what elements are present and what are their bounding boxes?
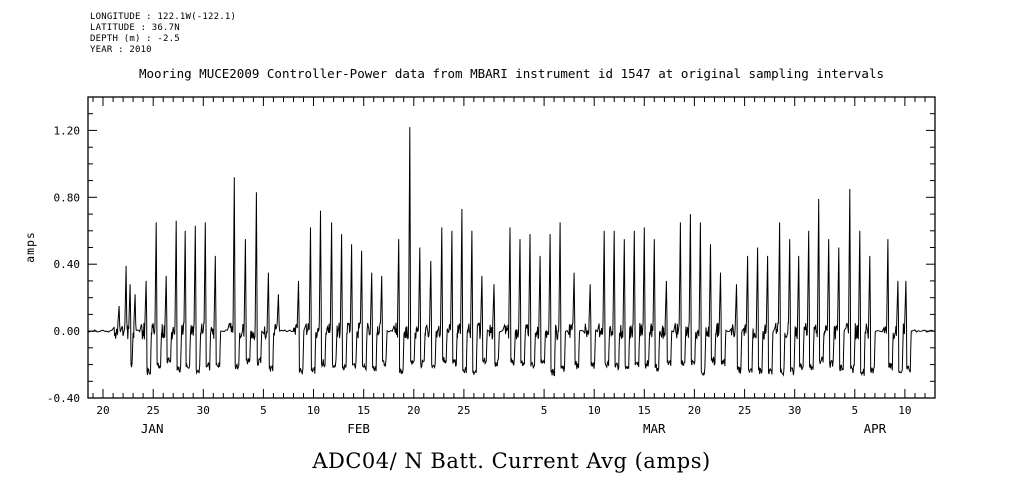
month-label: APR xyxy=(864,421,887,436)
x-tick-label: 10 xyxy=(898,404,911,417)
metadata-block: LONGITUDE : 122.1W(-122.1) LATITUDE : 36… xyxy=(90,12,236,56)
x-tick-label: 25 xyxy=(457,404,470,417)
x-tick-label: 15 xyxy=(638,404,651,417)
meta-line-longitude: LONGITUDE : 122.1W(-122.1) xyxy=(90,12,237,22)
meta-line-latitude: LATITUDE : 36.7N xyxy=(90,23,180,33)
x-tick-label: 30 xyxy=(197,404,210,417)
x-tick-label: 20 xyxy=(688,404,701,417)
plot-frame xyxy=(87,96,936,399)
plot-subtitle: ADC04/ N Batt. Current Avg (amps) xyxy=(312,449,711,473)
meta-line-year: YEAR : 2010 xyxy=(90,45,152,55)
y-tick-label: 0.80 xyxy=(54,191,81,204)
x-tick-label: 25 xyxy=(738,404,751,417)
x-tick-label: 20 xyxy=(96,404,109,417)
x-tick-label: 10 xyxy=(588,404,601,417)
x-tick-label: 15 xyxy=(357,404,370,417)
month-label: JAN xyxy=(141,421,164,436)
x-tick-label: 5 xyxy=(260,404,267,417)
x-tick-label: 30 xyxy=(788,404,801,417)
chart-title: Mooring MUCE2009 Controller-Power data f… xyxy=(138,66,885,81)
y-tick-label: 0.00 xyxy=(54,325,81,338)
meta-line-depth: DEPTH (m) : -2.5 xyxy=(90,34,180,44)
data-line xyxy=(87,127,936,377)
x-tick-label: 25 xyxy=(147,404,160,417)
month-label: MAR xyxy=(643,421,666,436)
x-tick-label: 5 xyxy=(541,404,548,417)
x-tick-label: 10 xyxy=(307,404,320,417)
y-tick-label: 0.40 xyxy=(54,258,81,271)
x-tick-label: 20 xyxy=(407,404,420,417)
y-tick-label: 1.20 xyxy=(54,124,81,137)
month-label: FEB xyxy=(347,421,370,436)
x-tick-label: 5 xyxy=(851,404,858,417)
y-tick-label: -0.40 xyxy=(47,392,80,405)
